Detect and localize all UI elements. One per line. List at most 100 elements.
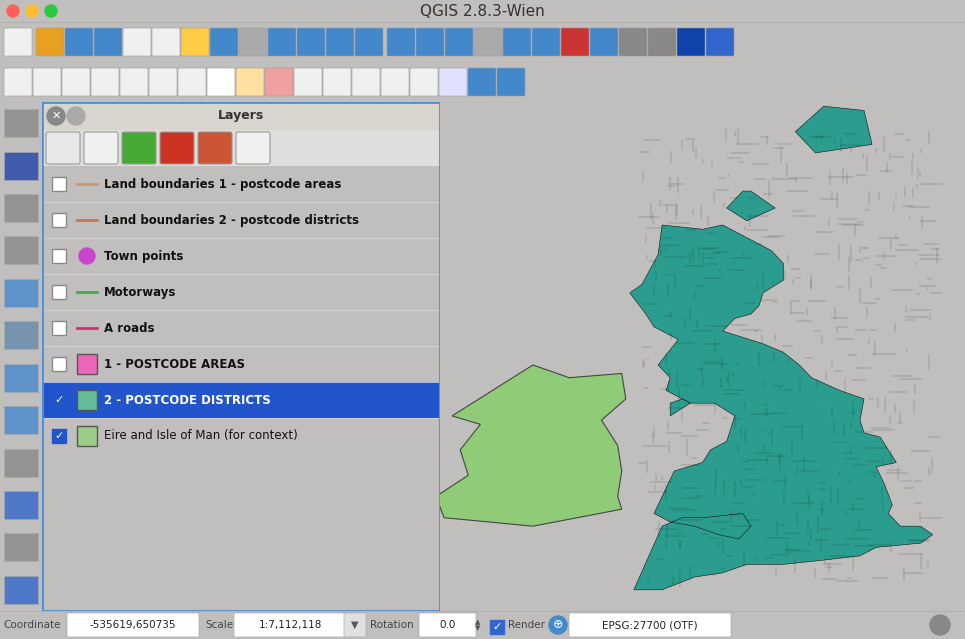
Text: ✕: ✕ bbox=[51, 111, 61, 121]
Circle shape bbox=[45, 5, 57, 17]
Bar bbox=[52, 357, 66, 371]
FancyBboxPatch shape bbox=[532, 28, 560, 56]
Text: Land boundaries 1 - postcode areas: Land boundaries 1 - postcode areas bbox=[104, 178, 342, 190]
Polygon shape bbox=[630, 225, 933, 590]
Text: ⊕: ⊕ bbox=[553, 619, 564, 631]
Text: Render: Render bbox=[508, 620, 545, 630]
Circle shape bbox=[930, 615, 950, 635]
Text: Layers: Layers bbox=[218, 109, 264, 123]
FancyBboxPatch shape bbox=[84, 132, 118, 164]
Text: 1 - POSTCODE AREAS: 1 - POSTCODE AREAS bbox=[104, 357, 245, 371]
Text: ▼: ▼ bbox=[351, 620, 359, 630]
Text: ✓: ✓ bbox=[54, 431, 64, 441]
Text: 0.0: 0.0 bbox=[439, 620, 455, 630]
Bar bbox=[52, 321, 66, 335]
FancyBboxPatch shape bbox=[419, 613, 476, 637]
FancyBboxPatch shape bbox=[619, 28, 647, 56]
Text: Land boundaries 2 - postcode districts: Land boundaries 2 - postcode districts bbox=[104, 213, 359, 226]
Bar bbox=[4, 279, 38, 307]
FancyBboxPatch shape bbox=[445, 28, 473, 56]
Text: Town points: Town points bbox=[104, 249, 183, 263]
Bar bbox=[4, 194, 38, 222]
FancyBboxPatch shape bbox=[36, 28, 64, 56]
FancyBboxPatch shape bbox=[239, 28, 267, 56]
FancyBboxPatch shape bbox=[268, 28, 296, 56]
Text: QGIS 2.8.3-Wien: QGIS 2.8.3-Wien bbox=[420, 3, 545, 19]
Bar bbox=[4, 109, 38, 137]
FancyBboxPatch shape bbox=[234, 613, 346, 637]
Bar bbox=[77, 426, 97, 446]
Circle shape bbox=[549, 616, 567, 634]
FancyBboxPatch shape bbox=[706, 28, 734, 56]
Bar bbox=[52, 429, 66, 443]
Circle shape bbox=[7, 5, 19, 17]
FancyBboxPatch shape bbox=[46, 132, 80, 164]
FancyBboxPatch shape bbox=[326, 28, 354, 56]
Text: ▼: ▼ bbox=[476, 625, 481, 631]
Text: Eire and Isle of Man (for context): Eire and Isle of Man (for context) bbox=[104, 429, 298, 442]
FancyBboxPatch shape bbox=[416, 28, 444, 56]
Text: ✓: ✓ bbox=[492, 622, 502, 632]
Bar bbox=[4, 364, 38, 392]
FancyBboxPatch shape bbox=[94, 28, 122, 56]
FancyBboxPatch shape bbox=[160, 132, 194, 164]
FancyBboxPatch shape bbox=[265, 68, 293, 96]
FancyBboxPatch shape bbox=[4, 28, 32, 56]
FancyBboxPatch shape bbox=[323, 68, 351, 96]
Text: Rotation: Rotation bbox=[370, 620, 414, 630]
FancyBboxPatch shape bbox=[497, 68, 525, 96]
FancyBboxPatch shape bbox=[503, 28, 531, 56]
FancyBboxPatch shape bbox=[294, 68, 322, 96]
Text: ✓: ✓ bbox=[54, 395, 64, 405]
Circle shape bbox=[47, 107, 65, 125]
Polygon shape bbox=[436, 365, 625, 526]
FancyBboxPatch shape bbox=[344, 613, 366, 637]
FancyBboxPatch shape bbox=[590, 28, 618, 56]
Bar bbox=[52, 393, 66, 407]
FancyBboxPatch shape bbox=[381, 68, 409, 96]
Text: Coordinate: Coordinate bbox=[3, 620, 61, 630]
FancyBboxPatch shape bbox=[120, 68, 148, 96]
FancyBboxPatch shape bbox=[352, 68, 380, 96]
Text: -535619,650735: -535619,650735 bbox=[90, 620, 177, 630]
Text: A roads: A roads bbox=[104, 321, 154, 334]
Text: Scale: Scale bbox=[205, 620, 234, 630]
FancyBboxPatch shape bbox=[236, 132, 270, 164]
Text: Motorways: Motorways bbox=[104, 286, 177, 298]
FancyBboxPatch shape bbox=[149, 68, 177, 96]
FancyBboxPatch shape bbox=[123, 28, 151, 56]
FancyBboxPatch shape bbox=[152, 28, 180, 56]
Circle shape bbox=[26, 5, 38, 17]
Circle shape bbox=[67, 107, 85, 125]
FancyBboxPatch shape bbox=[207, 68, 235, 96]
FancyBboxPatch shape bbox=[569, 613, 731, 637]
Bar bbox=[52, 177, 66, 191]
Circle shape bbox=[79, 248, 95, 264]
FancyBboxPatch shape bbox=[387, 28, 415, 56]
FancyBboxPatch shape bbox=[210, 28, 238, 56]
Bar bbox=[4, 321, 38, 350]
Bar bbox=[4, 449, 38, 477]
Bar bbox=[52, 249, 66, 263]
FancyBboxPatch shape bbox=[198, 132, 232, 164]
Text: ▲: ▲ bbox=[476, 619, 481, 625]
FancyBboxPatch shape bbox=[297, 28, 325, 56]
FancyBboxPatch shape bbox=[122, 132, 156, 164]
FancyBboxPatch shape bbox=[648, 28, 676, 56]
FancyBboxPatch shape bbox=[33, 68, 61, 96]
Polygon shape bbox=[670, 399, 690, 416]
FancyBboxPatch shape bbox=[4, 68, 32, 96]
Bar bbox=[4, 406, 38, 434]
Bar bbox=[43, 382, 439, 418]
FancyBboxPatch shape bbox=[410, 68, 438, 96]
FancyBboxPatch shape bbox=[468, 68, 496, 96]
Polygon shape bbox=[727, 191, 775, 220]
Text: 1:7,112,118: 1:7,112,118 bbox=[259, 620, 321, 630]
Bar bbox=[4, 236, 38, 265]
FancyBboxPatch shape bbox=[439, 68, 467, 96]
Bar bbox=[42, 130, 440, 166]
FancyBboxPatch shape bbox=[236, 68, 264, 96]
Polygon shape bbox=[795, 106, 872, 153]
Text: EPSG:27700 (OTF): EPSG:27700 (OTF) bbox=[602, 620, 698, 630]
FancyBboxPatch shape bbox=[474, 28, 502, 56]
